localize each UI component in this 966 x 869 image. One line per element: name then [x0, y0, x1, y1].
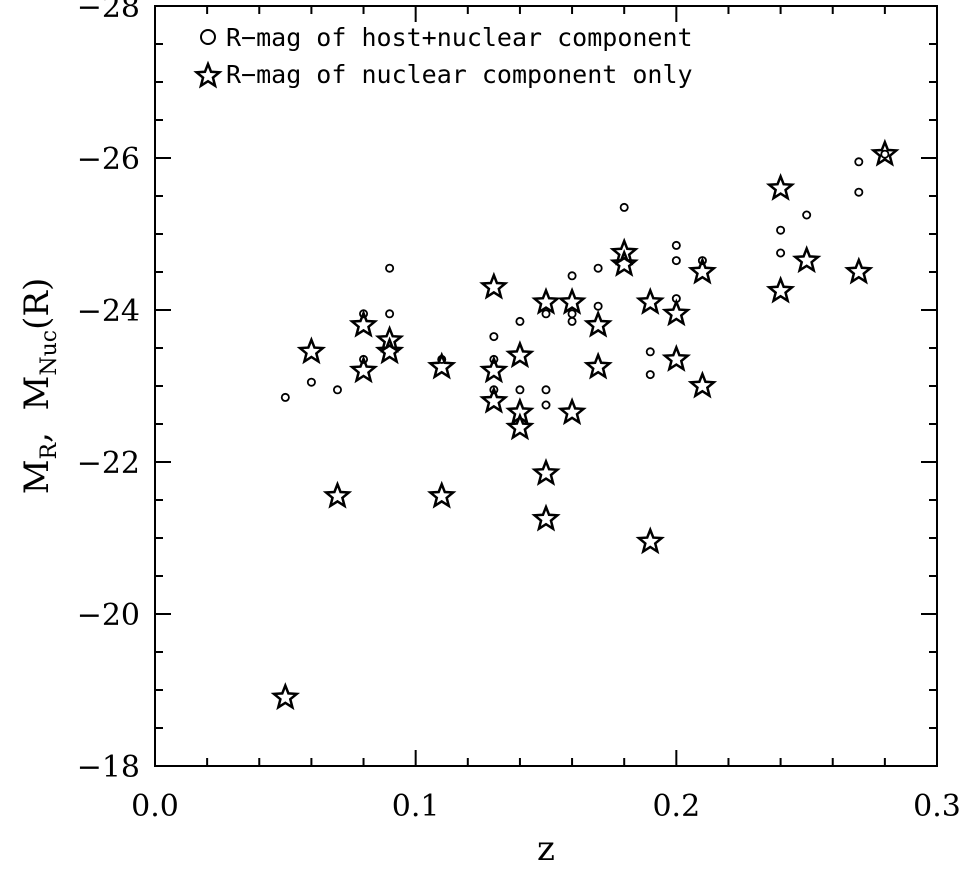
y-axis-title-sub2: Nuc — [37, 330, 62, 376]
circle-point — [671, 256, 681, 266]
circle-point — [385, 263, 395, 273]
star-point — [427, 351, 457, 380]
y-axis-title-main2: M — [17, 376, 57, 411]
circle-point — [854, 157, 864, 167]
legend-label-host-nuclear: R−mag of host+nuclear component — [226, 23, 693, 52]
star-point — [661, 298, 692, 327]
circle-point — [593, 263, 603, 273]
circle-point — [567, 316, 577, 326]
star-point — [609, 248, 639, 277]
star-point — [557, 286, 587, 315]
star-point — [531, 286, 561, 315]
circle-point — [489, 332, 499, 342]
star-point — [531, 457, 561, 486]
y-tick-label: −24 — [77, 294, 140, 329]
star-point — [661, 343, 692, 372]
circle-point — [541, 385, 551, 395]
y-tick-label: −22 — [77, 446, 140, 481]
x-tick-label: 0.3 — [913, 789, 961, 824]
circle-point — [593, 301, 603, 311]
circle-point — [515, 385, 525, 395]
circle-point — [671, 240, 681, 250]
x-tick-label: 0.1 — [392, 789, 440, 824]
circle-point — [280, 392, 290, 402]
circle-point — [332, 385, 342, 395]
x-tick-label: 0.0 — [131, 789, 179, 824]
star-point — [427, 480, 457, 509]
legend-star-icon — [193, 60, 223, 89]
star-point — [635, 286, 665, 315]
star-point — [348, 355, 379, 384]
y-axis-title-tail: (R) — [17, 278, 57, 330]
star-point — [505, 412, 535, 441]
circle-point — [776, 248, 786, 258]
star-point — [583, 309, 613, 338]
circle-point — [567, 271, 577, 281]
star-point — [687, 256, 718, 285]
star-point — [479, 355, 509, 384]
star-point — [348, 309, 379, 338]
legend-label-nuclear-only: R−mag of nuclear component only — [226, 60, 693, 89]
legend-circle-icon — [200, 29, 216, 45]
axis-ticks — [154, 5, 938, 767]
star-point — [844, 256, 874, 285]
star-point — [635, 526, 665, 555]
y-tick-label: −26 — [77, 142, 140, 177]
star-point — [322, 480, 353, 509]
circle-point — [880, 149, 890, 159]
y-axis-title-main: M — [17, 459, 57, 494]
circle-point — [541, 400, 551, 410]
star-point — [479, 271, 509, 300]
star-point — [765, 275, 796, 304]
y-tick-label: −20 — [77, 598, 140, 633]
y-axis-title-sub1: R — [37, 441, 62, 459]
star-point — [765, 172, 796, 201]
circle-point — [854, 187, 864, 197]
circle-point — [619, 202, 629, 212]
tick-labels: 0.0 0.1 0.2 0.3 −18 −20 −22 −24 −26 −28 — [77, 0, 961, 824]
star-point — [583, 351, 613, 380]
star-point — [374, 336, 405, 365]
star-point — [296, 336, 327, 365]
circle-point — [802, 210, 812, 220]
star-point — [479, 385, 509, 414]
star-point — [531, 503, 561, 532]
x-axis-title: z — [537, 829, 555, 869]
circle-point — [776, 225, 786, 235]
star-point — [505, 340, 535, 369]
star-point — [374, 324, 405, 353]
star-point — [791, 245, 822, 274]
circle-point — [385, 309, 395, 319]
y-axis-title: MR, MNuc(R) — [17, 278, 62, 495]
legend: R−mag of host+nuclear component R−mag of… — [193, 23, 693, 89]
circle-point — [567, 309, 577, 319]
circle-point — [645, 347, 655, 357]
circle-point — [541, 309, 551, 319]
y-tick-label: −18 — [77, 750, 140, 785]
star-point — [870, 138, 900, 167]
star-point — [687, 370, 718, 399]
x-tick-label: 0.2 — [652, 789, 700, 824]
y-axis-title-sep: , — [17, 410, 57, 442]
circle-point — [306, 377, 316, 387]
data-points — [270, 138, 900, 711]
star-point — [557, 397, 587, 426]
y-tick-label: −28 — [77, 0, 140, 25]
star-point — [270, 682, 301, 711]
circle-point — [515, 316, 525, 326]
circle-point — [645, 370, 655, 380]
star-point — [609, 237, 639, 266]
